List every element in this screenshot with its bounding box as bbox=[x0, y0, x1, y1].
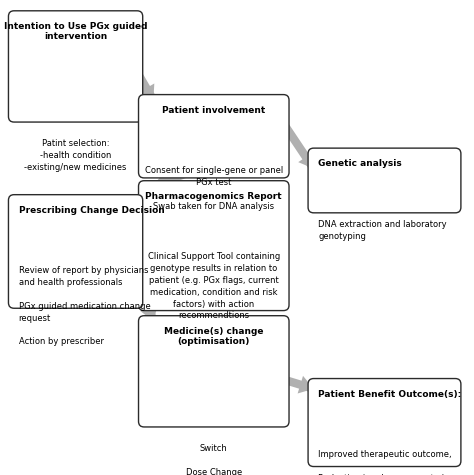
Text: Patient Benefit Outcome(s):: Patient Benefit Outcome(s): bbox=[319, 390, 462, 399]
Text: DNA extraction and laboratory
genotyping: DNA extraction and laboratory genotyping bbox=[319, 220, 447, 240]
Polygon shape bbox=[138, 84, 155, 100]
FancyBboxPatch shape bbox=[138, 180, 289, 311]
Text: Clinical Support Tool containing
genotype results in relation to
patient (e.g. P: Clinical Support Tool containing genotyp… bbox=[147, 252, 280, 320]
Polygon shape bbox=[133, 271, 157, 323]
FancyBboxPatch shape bbox=[9, 11, 143, 122]
FancyBboxPatch shape bbox=[138, 316, 289, 427]
Text: Patient involvement: Patient involvement bbox=[162, 106, 265, 115]
Text: Review of report by physicians
and health professionals

PGx guided medication c: Review of report by physicians and healt… bbox=[18, 266, 150, 346]
Polygon shape bbox=[282, 375, 315, 393]
FancyBboxPatch shape bbox=[138, 95, 289, 178]
Polygon shape bbox=[140, 305, 158, 321]
Polygon shape bbox=[298, 152, 314, 169]
Text: Patint selection:
-health condition
-existing/new medicines: Patint selection: -health condition -exi… bbox=[24, 139, 127, 172]
Text: Pharmacogenomics Report: Pharmacogenomics Report bbox=[146, 192, 282, 201]
Polygon shape bbox=[298, 376, 314, 393]
Text: Consent for single-gene or panel
PGx test

Swab taken for DNA analysis: Consent for single-gene or panel PGx tes… bbox=[145, 166, 283, 210]
Text: Genetic analysis: Genetic analysis bbox=[319, 159, 402, 168]
Polygon shape bbox=[137, 252, 154, 268]
Polygon shape bbox=[152, 131, 285, 190]
Text: Switch

Dose Change

Deprescribing: Switch Dose Change Deprescribing bbox=[184, 444, 243, 475]
Polygon shape bbox=[135, 251, 156, 271]
FancyBboxPatch shape bbox=[9, 195, 143, 308]
Polygon shape bbox=[154, 172, 170, 190]
Text: Improved therapeutic outcome,

Reduction in adverse events (e.g.
unplanned hospi: Improved therapeutic outcome, Reduction … bbox=[319, 450, 460, 475]
FancyBboxPatch shape bbox=[308, 379, 461, 466]
Polygon shape bbox=[280, 121, 317, 171]
Text: Medicine(s) change
(optimisation): Medicine(s) change (optimisation) bbox=[164, 327, 264, 346]
Polygon shape bbox=[134, 70, 157, 102]
Text: Intention to Use PGx guided
intervention: Intention to Use PGx guided intervention bbox=[4, 22, 147, 41]
FancyBboxPatch shape bbox=[308, 148, 461, 213]
Text: Prescribing Change Decision: Prescribing Change Decision bbox=[18, 206, 164, 215]
